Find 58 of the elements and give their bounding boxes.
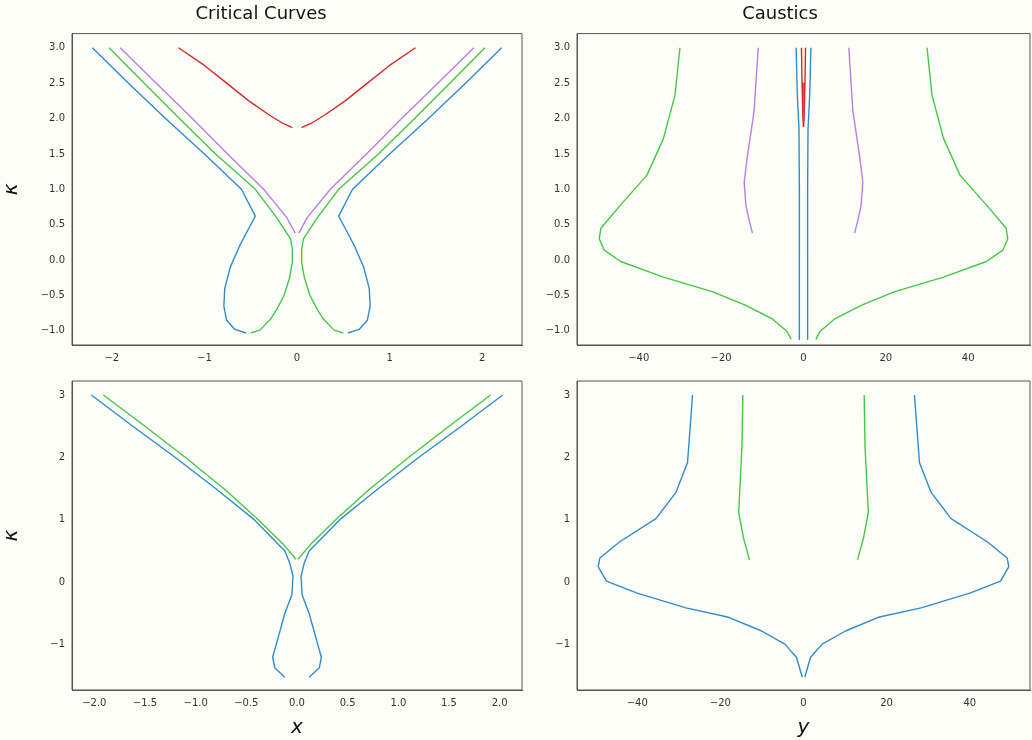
- x-tick-label: 0.5: [339, 696, 356, 708]
- y-tick-label: 3.0: [49, 41, 65, 53]
- y-axis-title: κ: [0, 183, 23, 196]
- x-tick-label: −1: [197, 351, 212, 363]
- x-tick-label: 2.0: [491, 696, 508, 708]
- y-tick-label: 1.5: [49, 147, 65, 159]
- x-tick-label: −2: [104, 351, 120, 363]
- y-tick-label: 1.5: [554, 147, 570, 159]
- x-tick-label: −20: [710, 351, 732, 363]
- y-tick-label: −1: [555, 638, 570, 650]
- y-tick-label: 3: [563, 388, 570, 400]
- y-tick-label: 1: [563, 513, 570, 525]
- x-tick-label: −1.0: [183, 696, 208, 708]
- y-tick-label: 1.0: [554, 182, 570, 194]
- x-tick-label: 0.0: [289, 696, 305, 708]
- y-tick-label: 2.0: [49, 112, 65, 124]
- y-tick-label: −0.5: [40, 289, 65, 301]
- y-tick-label: 0.0: [49, 253, 65, 265]
- y-tick-label: 2.5: [49, 76, 65, 88]
- chart-title: Caustics: [742, 2, 818, 24]
- y-tick-label: −1.0: [40, 324, 65, 336]
- y-tick-label: −1: [50, 638, 65, 650]
- y-tick-label: 1: [58, 513, 65, 525]
- x-axis-title: y: [796, 714, 811, 739]
- x-tick-label: −2.0: [82, 696, 107, 708]
- y-axis-title: κ: [0, 529, 23, 542]
- x-axis-title: x: [290, 714, 304, 739]
- x-tick-label: 1.0: [390, 696, 407, 708]
- y-tick-label: −0.5: [545, 289, 570, 301]
- x-tick-label: 40: [963, 696, 977, 708]
- x-tick-label: −40: [626, 696, 648, 708]
- y-tick-label: 1.0: [49, 182, 65, 194]
- x-tick-label: 1: [386, 351, 393, 363]
- x-tick-label: −20: [709, 696, 731, 708]
- x-tick-label: −0.5: [234, 696, 259, 708]
- y-tick-label: 0: [58, 575, 65, 587]
- y-tick-label: 2: [563, 451, 570, 463]
- x-tick-label: 40: [961, 351, 975, 363]
- x-tick-label: 0: [293, 351, 301, 363]
- x-tick-label: 20: [880, 696, 893, 708]
- y-tick-label: −1.0: [545, 324, 570, 336]
- y-tick-label: 3: [58, 388, 65, 400]
- y-tick-label: 0: [563, 575, 570, 587]
- y-tick-label: 2.5: [554, 76, 570, 88]
- y-tick-label: 2: [58, 451, 65, 463]
- x-tick-label: 20: [879, 351, 893, 363]
- x-tick-label: 0: [800, 696, 807, 708]
- x-tick-label: 0: [800, 351, 807, 363]
- y-tick-label: 0.5: [554, 218, 570, 230]
- x-tick-label: 1.5: [441, 696, 457, 708]
- x-tick-label: 2: [479, 351, 486, 363]
- y-tick-label: 3.0: [554, 41, 570, 53]
- chart-title: Critical Curves: [195, 2, 327, 24]
- x-tick-label: −1.5: [132, 696, 158, 708]
- y-tick-label: 0.0: [554, 253, 570, 265]
- x-tick-label: −40: [628, 351, 650, 363]
- y-tick-label: 0.5: [49, 218, 65, 230]
- y-tick-label: 2.0: [554, 112, 570, 124]
